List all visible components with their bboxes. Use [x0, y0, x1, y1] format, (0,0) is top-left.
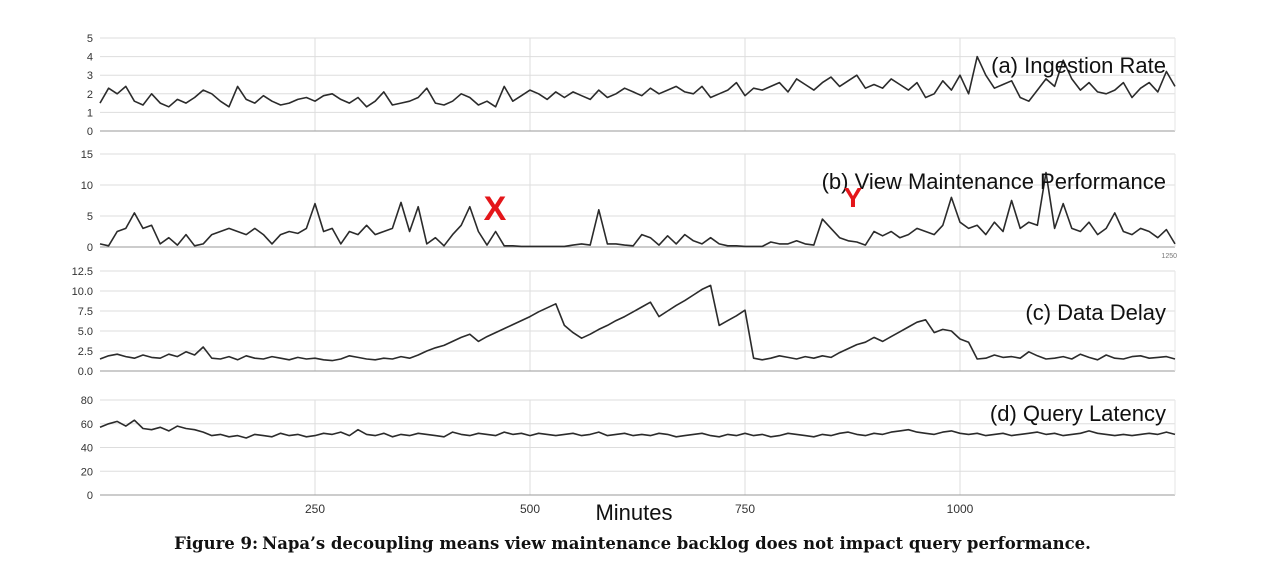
panel-4: 0 20 40 60 80 (d) Query Latency 250 500 750 1000 — [81, 395, 1176, 516]
x-tick-label: 250 — [305, 502, 325, 516]
y-tick-label: 0 — [87, 126, 93, 138]
y-tick-label: 4 — [87, 52, 93, 64]
annotation-y: Y — [844, 182, 863, 213]
x-end-label: 1250 — [1161, 253, 1177, 260]
y-tick-label: 60 — [81, 419, 93, 431]
y-tick-label: 3 — [87, 70, 93, 82]
y-tick-label: 12.5 — [72, 266, 93, 278]
y-tick-label: 15 — [81, 149, 93, 161]
series-line — [99, 171, 1176, 248]
y-tick-label: 2.5 — [78, 346, 93, 358]
panel-title: (c) Data Delay — [1025, 300, 1166, 325]
y-tick-label: 0 — [87, 242, 93, 254]
series-line — [99, 419, 1176, 439]
y-tick-label: 10 — [81, 180, 93, 192]
y-tick-label: 10.0 — [72, 286, 93, 298]
panel-title: (a) Ingestion Rate — [991, 53, 1166, 78]
y-tick-label: 20 — [81, 466, 93, 478]
y-tick-label: 7.5 — [78, 306, 93, 318]
panel-title: (b) View Maintenance Performance — [822, 169, 1166, 194]
y-tick-label: 1 — [87, 107, 93, 119]
y-tick-label: 0 — [87, 490, 93, 502]
y-tick-label: 2 — [87, 89, 93, 101]
x-tick-label: 750 — [735, 502, 755, 516]
caption-text: Napa’s decoupling means view maintenance… — [262, 534, 1091, 553]
y-tick-label: 40 — [81, 443, 93, 455]
panel-3: 0.0 2.5 5.0 7.5 10.0 12.5 (c) Data Delay — [72, 266, 1176, 378]
x-tick-label: 1000 — [947, 502, 974, 516]
annotation-x: X — [484, 190, 507, 228]
panel-title: (d) Query Latency — [990, 401, 1166, 426]
y-tick-label: 5.0 — [78, 326, 93, 338]
panel-1: 0 1 2 3 4 5 (a) Ingestion Rate — [87, 33, 1176, 138]
series-line — [99, 284, 1176, 362]
panel-2: 0 5 10 15 (b) View Maintenance Performance 12… — [81, 149, 1177, 260]
series-line — [99, 55, 1176, 108]
x-tick-label: 500 — [520, 502, 540, 516]
y-tick-label: 80 — [81, 395, 93, 407]
y-tick-label: 5 — [87, 33, 93, 45]
y-tick-label: 0.0 — [78, 366, 93, 378]
figure-caption: Figure 9: Napa’s decoupling means view ma… — [0, 534, 1265, 553]
x-axis-label: Minutes — [595, 500, 672, 525]
y-tick-label: 5 — [87, 211, 93, 223]
figure-number: Figure 9: — [174, 534, 259, 553]
